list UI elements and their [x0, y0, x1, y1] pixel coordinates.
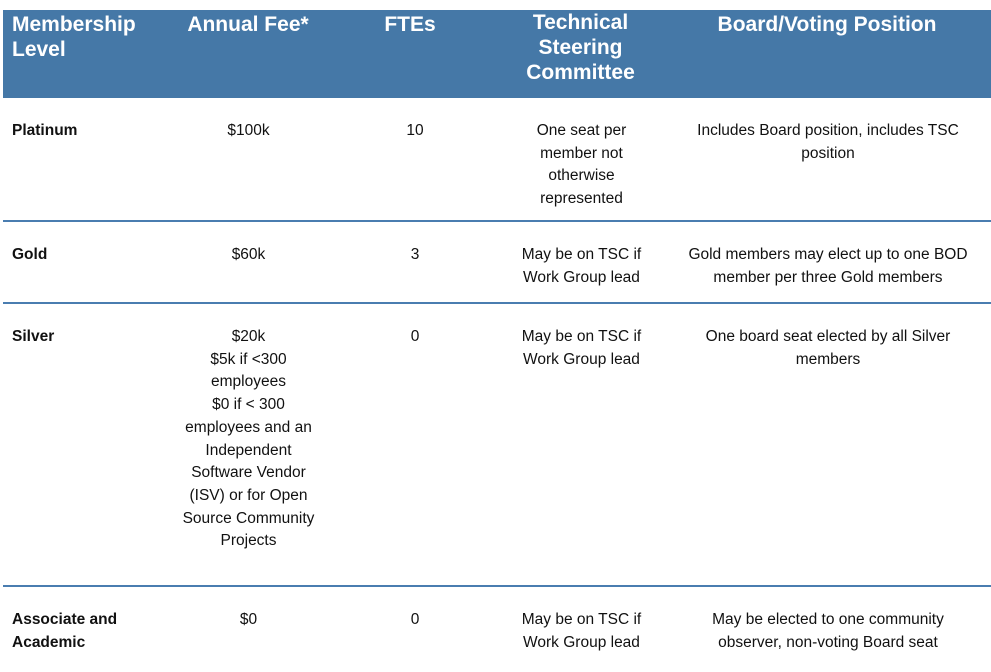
fee-isv-open-source: $0 if < 300 employees and an Independent… [182, 396, 315, 550]
membership-table: Membership Level Annual Fee* FTEs Techni… [3, 10, 991, 672]
table-row-silver: Silver $20k $5k if <300 employees $0 if … [3, 304, 991, 587]
cell-tsc: May be on TSC if Work Group lead [521, 246, 642, 286]
table-header: Membership Level Annual Fee* FTEs Techni… [3, 10, 991, 98]
cell-ftes: 10 [406, 122, 424, 139]
header-tsc: Technical Steering Committee [526, 11, 635, 84]
cell-board: Includes Board position, includes TSC po… [697, 122, 959, 162]
header-annual-fee: Annual Fee* [187, 13, 309, 36]
cell-fee: $100k [227, 122, 270, 139]
fee-small-company: $5k if <300 employees [210, 350, 287, 391]
cell-ftes: 3 [410, 246, 420, 263]
table-row-platinum: Platinum $100k 10 One seat per member no… [3, 98, 991, 222]
cell-level: Gold [12, 246, 48, 263]
cell-tsc: One seat per member not otherwise repres… [536, 122, 627, 208]
table-row-associate: Associate and Academic $0 0 May be on TS… [3, 587, 991, 672]
cell-level: Platinum [12, 122, 78, 139]
cell-board: May be elected to one community observer… [712, 611, 944, 651]
cell-tsc: May be on TSC if Work Group lead [521, 328, 642, 368]
cell-tsc: May be on TSC if Work Group lead [521, 611, 642, 651]
table-row-gold: Gold $60k 3 May be on TSC if Work Group … [3, 222, 991, 304]
cell-fee: $20k $5k if <300 employees $0 if < 300 e… [165, 304, 332, 585]
cell-ftes: 0 [410, 611, 420, 628]
header-board-position: Board/Voting Position [717, 13, 937, 36]
cell-fee: $0 [239, 611, 258, 628]
cell-ftes: 0 [410, 328, 420, 345]
cell-fee: $60k [231, 246, 266, 263]
cell-level: Silver [12, 328, 55, 345]
cell-board: Gold members may elect up to one BOD mem… [688, 246, 968, 286]
header-membership-level: Membership Level [12, 13, 136, 61]
cell-level: Associate and Academic [12, 611, 118, 651]
cell-board: One board seat elected by all Silver mem… [705, 328, 951, 368]
header-ftes: FTEs [384, 13, 436, 36]
fee-base: $20k [231, 328, 266, 345]
